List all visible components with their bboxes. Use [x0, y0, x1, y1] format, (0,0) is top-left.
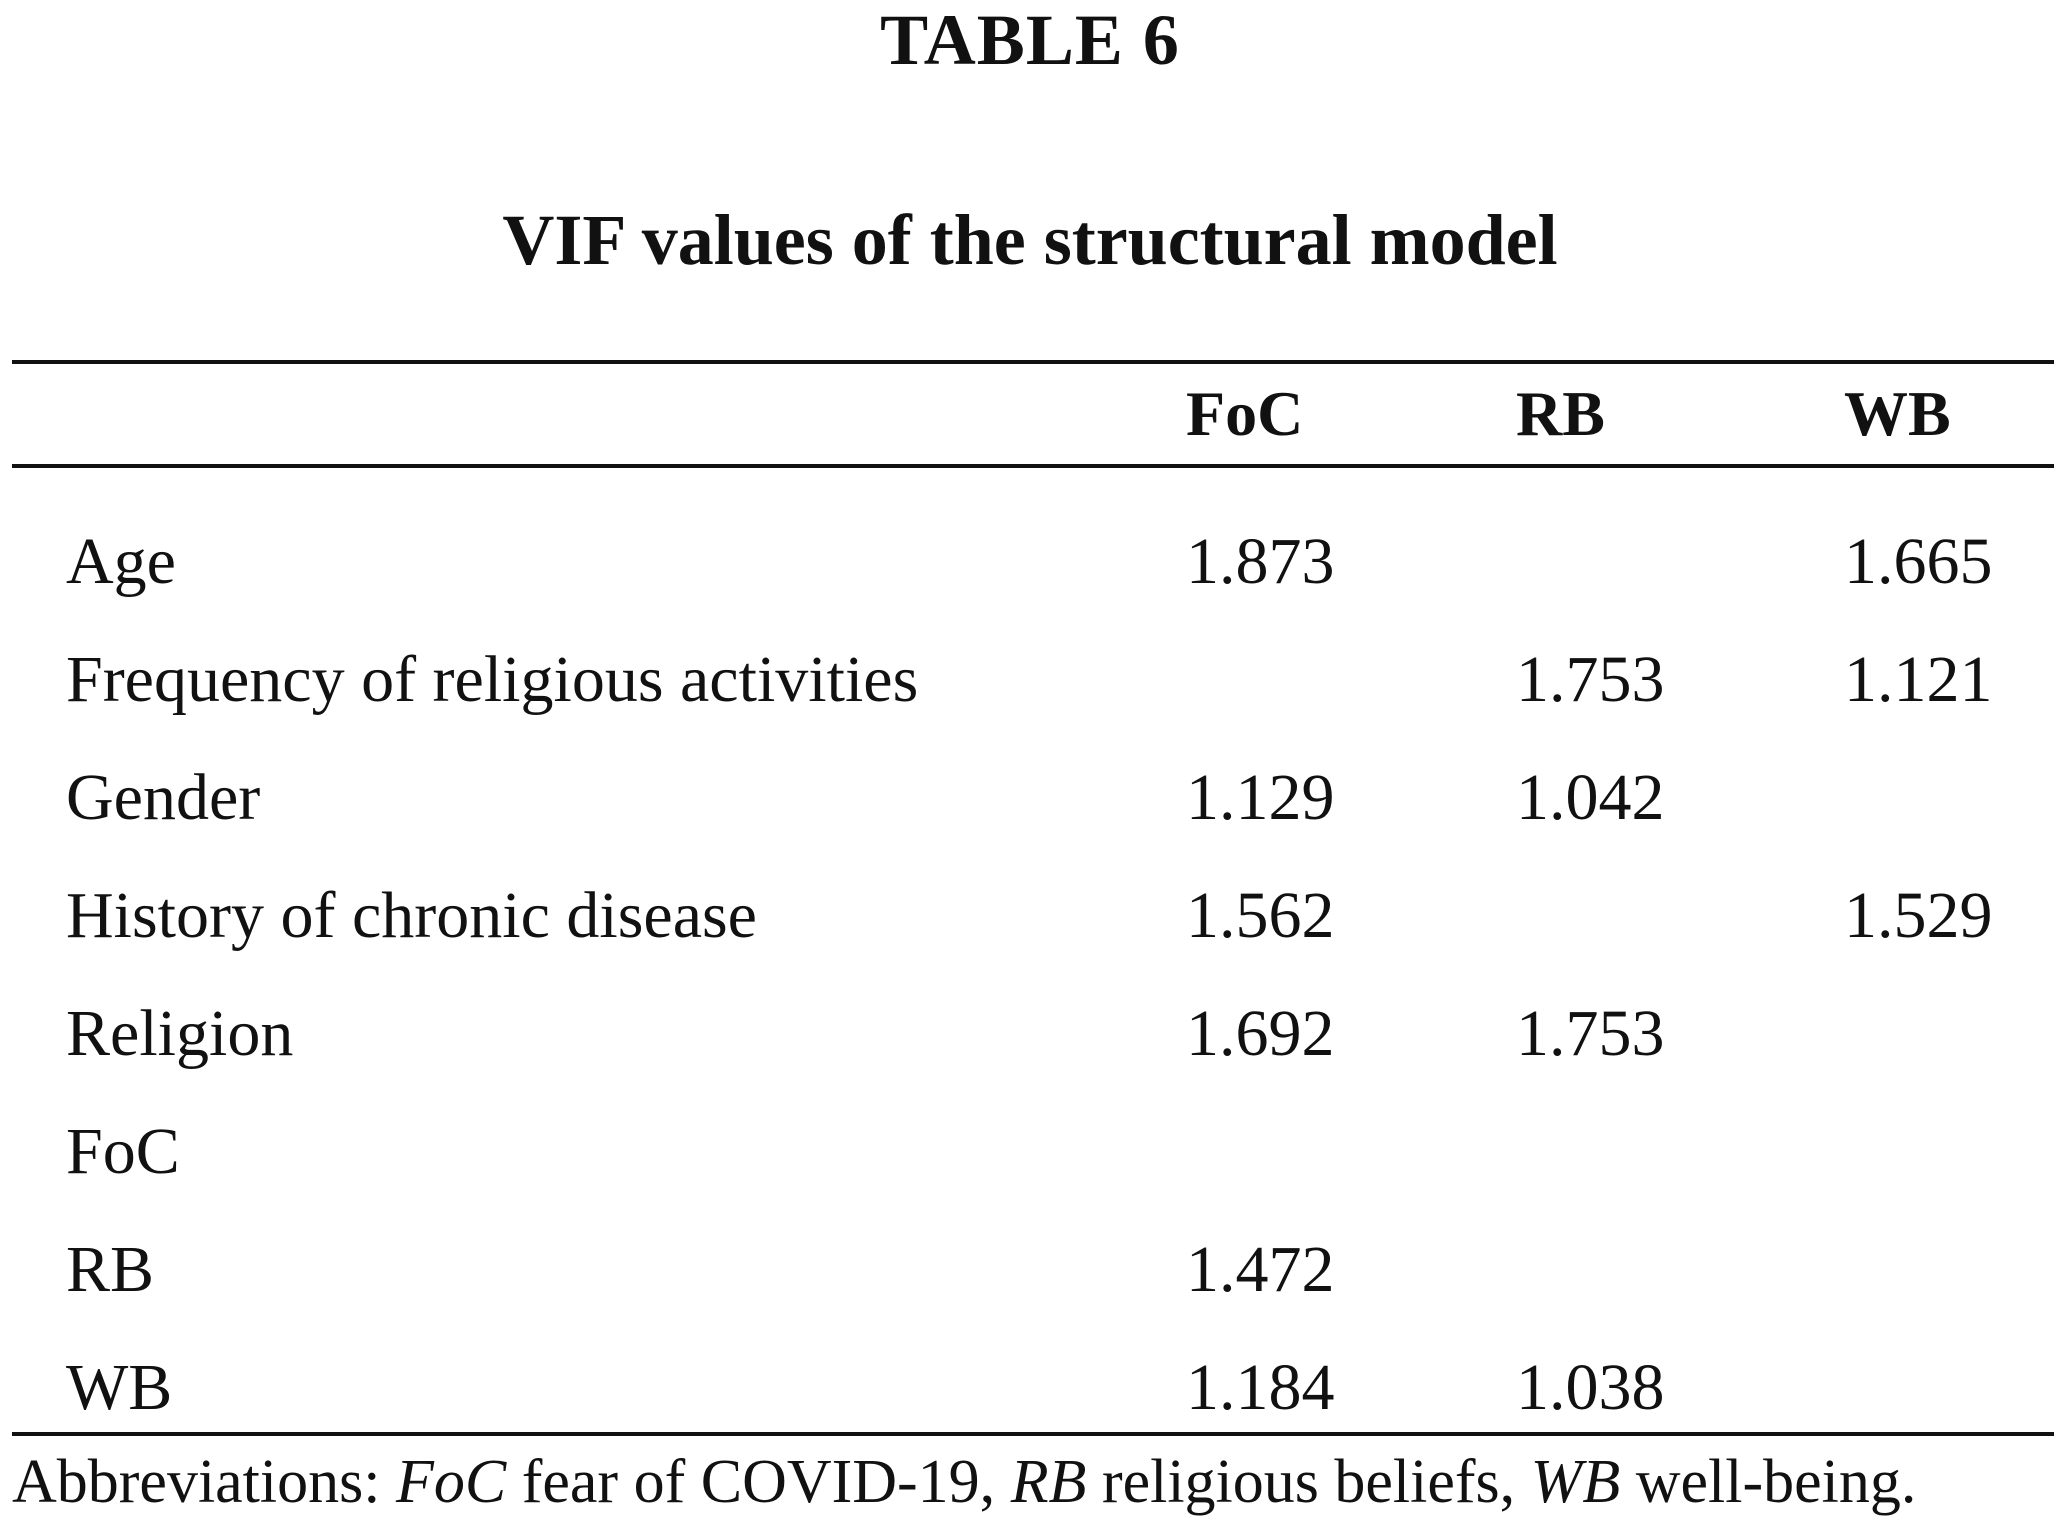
- footnote-abbr-wb: WB: [1530, 1448, 1621, 1516]
- cell-foc: 1.472: [1186, 1233, 1335, 1306]
- table-row: FoC: [0, 1096, 2060, 1214]
- row-label: Religion: [66, 997, 294, 1070]
- header-rule: [12, 464, 2054, 468]
- table-body: Age 1.873 1.665 Frequency of religious a…: [0, 506, 2060, 1450]
- cell-foc: 1.692: [1186, 997, 1335, 1070]
- footnote-abbr-foc: FoC: [396, 1448, 507, 1516]
- column-header-rb: RB: [1516, 378, 1605, 449]
- column-header-foc: FoC: [1186, 378, 1304, 449]
- table-row: RB 1.472: [0, 1214, 2060, 1332]
- footnote-prefix: Abbreviations:: [12, 1448, 396, 1516]
- footnote-abbr-rb: RB: [1010, 1448, 1087, 1516]
- table-row: Frequency of religious activities 1.753 …: [0, 624, 2060, 742]
- row-label: FoC: [66, 1115, 180, 1188]
- table-footnote: Abbreviations: FoC fear of COVID-19, RB …: [12, 1440, 1916, 1524]
- row-label: History of chronic disease: [66, 879, 757, 952]
- column-header-wb: WB: [1844, 378, 1951, 449]
- row-label: Frequency of religious activities: [66, 643, 919, 716]
- cell-rb: 1.042: [1516, 761, 1665, 834]
- row-label: WB: [66, 1351, 173, 1424]
- cell-wb: 1.529: [1844, 879, 1993, 952]
- header-row: FoC RB WB: [0, 364, 2060, 464]
- cell-wb: 1.121: [1844, 643, 1993, 716]
- table-row: Gender 1.129 1.042: [0, 742, 2060, 860]
- footnote-def-wb: well-being.: [1620, 1448, 1917, 1516]
- row-label: Gender: [66, 761, 261, 834]
- row-label: Age: [66, 525, 176, 598]
- cell-rb: 1.753: [1516, 643, 1665, 716]
- cell-foc: 1.184: [1186, 1351, 1335, 1424]
- footnote-def-foc: fear of COVID-19,: [506, 1448, 1011, 1516]
- top-rule: [12, 360, 2054, 364]
- cell-rb: 1.038: [1516, 1351, 1665, 1424]
- row-label: RB: [66, 1233, 155, 1306]
- table-label: TABLE 6: [880, 0, 1180, 80]
- table-row: Religion 1.692 1.753: [0, 978, 2060, 1096]
- footnote-def-rb: religious beliefs,: [1086, 1448, 1531, 1516]
- cell-wb: 1.665: [1844, 525, 1993, 598]
- table-title: VIF values of the structural model: [502, 200, 1558, 280]
- bottom-rule: [12, 1432, 2054, 1436]
- cell-foc: 1.562: [1186, 879, 1335, 952]
- cell-foc: 1.129: [1186, 761, 1335, 834]
- table-row: Age 1.873 1.665: [0, 506, 2060, 624]
- cell-rb: 1.753: [1516, 997, 1665, 1070]
- cell-foc: 1.873: [1186, 525, 1335, 598]
- table-row: WB 1.184 1.038: [0, 1332, 2060, 1450]
- table-row: History of chronic disease 1.562 1.529: [0, 860, 2060, 978]
